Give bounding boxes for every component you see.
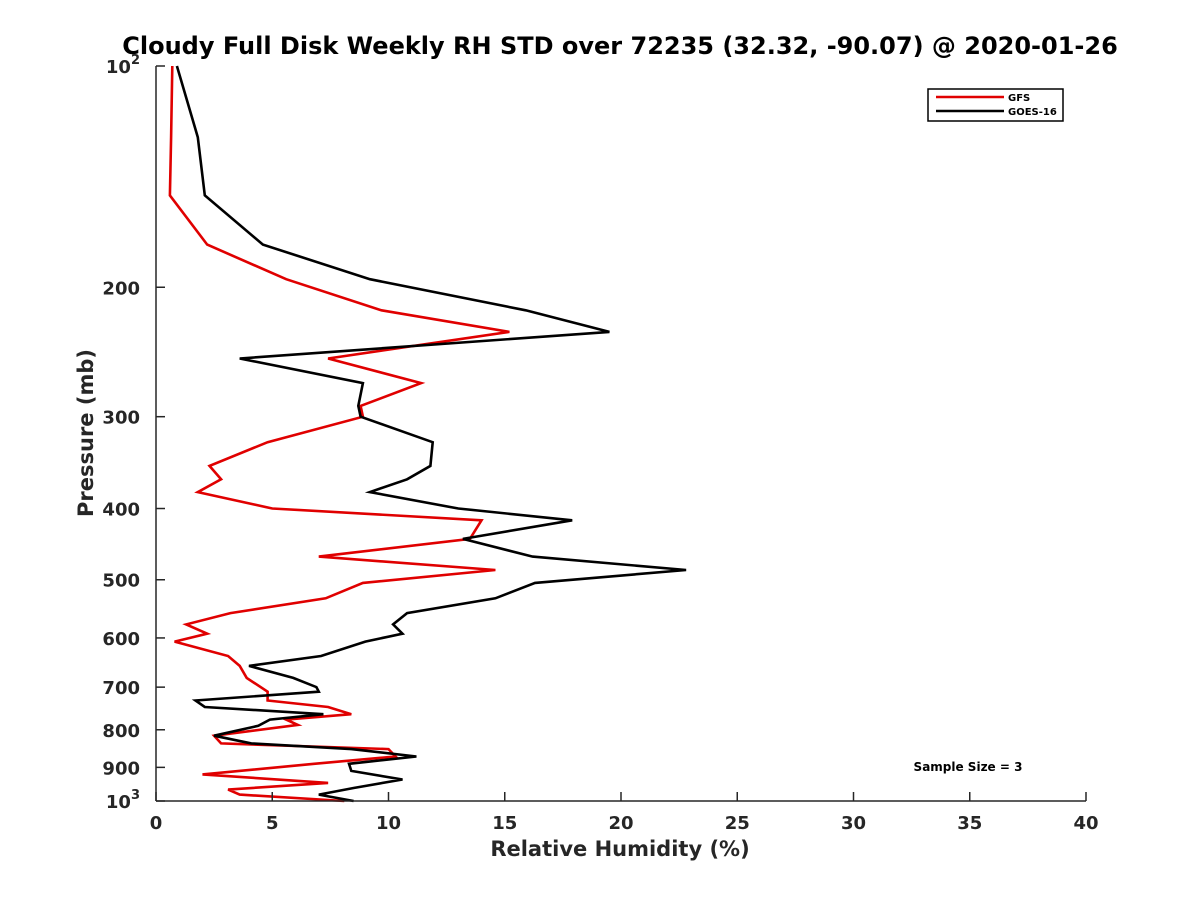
series-line-gfs bbox=[168, 65, 510, 803]
y-tick-label: 500 bbox=[102, 571, 140, 592]
x-tick-label: 0 bbox=[150, 813, 163, 834]
y-tick-label: 200 bbox=[102, 278, 140, 299]
x-tick-label: 25 bbox=[725, 813, 750, 834]
x-tick-label: 5 bbox=[266, 813, 279, 834]
legend-box bbox=[927, 88, 1064, 122]
x-tick-label: 10 bbox=[376, 813, 401, 834]
x-tick-label: 35 bbox=[957, 813, 982, 834]
y-tick-label-exponent: 2 bbox=[131, 53, 140, 68]
x-tick-label: 40 bbox=[1073, 813, 1098, 834]
y-tick-label: 800 bbox=[102, 721, 140, 742]
y-tick-label: 700 bbox=[102, 678, 140, 699]
axes: 0 5 10 15 20 25 30 35 40 10220030040050060070080… bbox=[102, 53, 1098, 834]
x-tick-label: 15 bbox=[492, 813, 517, 834]
x-axis-label: Relative Humidity (%) bbox=[490, 837, 749, 861]
x-axis-ticks: 0 5 10 15 20 25 30 35 40 bbox=[150, 792, 1099, 834]
legend: GFS GOES-16 bbox=[927, 88, 1064, 122]
plot-lines bbox=[168, 65, 687, 803]
sample-size-annotation: Sample Size = 3 bbox=[914, 760, 1023, 774]
y-tick-label: 400 bbox=[102, 500, 140, 521]
y-tick-label-base: 10 bbox=[106, 792, 131, 813]
legend-label-goes16: GOES-16 bbox=[1008, 107, 1057, 118]
y-tick-label: 600 bbox=[102, 629, 140, 650]
x-tick-label: 20 bbox=[608, 813, 633, 834]
chart-title: Cloudy Full Disk Weekly RH STD over 7223… bbox=[122, 32, 1118, 60]
x-tick-label: 30 bbox=[841, 813, 866, 834]
legend-label-gfs: GFS bbox=[1008, 93, 1030, 104]
y-tick-label: 103 bbox=[106, 788, 140, 813]
y-axis-label: Pressure (mb) bbox=[74, 349, 98, 517]
y-tick-label: 300 bbox=[102, 408, 140, 429]
y-tick-label-base: 10 bbox=[106, 57, 131, 78]
series-line-goes16 bbox=[175, 65, 687, 803]
y-tick-label: 102 bbox=[106, 53, 140, 78]
y-tick-label: 900 bbox=[102, 758, 140, 779]
y-tick-label-exponent: 3 bbox=[131, 788, 140, 803]
